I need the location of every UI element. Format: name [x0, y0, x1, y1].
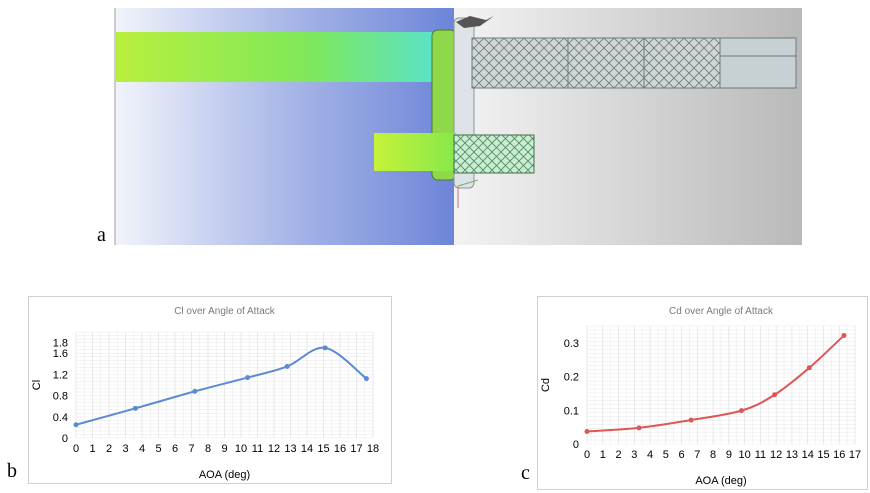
chart-cd-x-tick-label: 5 [663, 449, 669, 461]
cfd-visualization [114, 8, 802, 245]
chart-cl-x-tick-label: 18 [367, 443, 379, 455]
chart-cl-x-tick-label: 14 [301, 443, 313, 455]
chart-cl-title: Cl over Angle of Attack [174, 306, 276, 317]
chart-cl-data-point [284, 363, 290, 369]
chart-cl-y-axis-label: Cl [31, 380, 43, 390]
chart-cd-x-tick-label: 16 [833, 449, 845, 461]
chart-cd-x-tick-label: 6 [679, 449, 685, 461]
chart-cl-x-tick-label: 2 [106, 443, 112, 455]
chart-cd-x-tick-label: 1 [600, 449, 606, 461]
chart-cd-x-tick-label: 14 [802, 449, 814, 461]
cl-chart: Cl over Angle of Attack 0 0.4 0.8 1.2 1.6 1.8 0… [28, 296, 392, 484]
chart-cd-x-tick-label: 0 [584, 449, 590, 461]
cd-chart: Cd over Angle of Attack 0 0.1 0.2 0.3 0 1 2 3 4 5 6… [537, 296, 868, 490]
chart-cd-x-tick-label: 8 [710, 449, 716, 461]
chart-cl-x-tick-label: 1 [89, 443, 95, 455]
chart-cd-x-tick-label: 11 [755, 449, 766, 461]
chart-cd-data-point [584, 429, 590, 435]
chart-cl-x-tick-label: 15 [317, 443, 329, 455]
chart-cl-data-point [363, 376, 369, 382]
chart-cl-x-tick-label: 10 [235, 443, 247, 455]
chart-cd-x-tick-label: 2 [615, 449, 621, 461]
chart-cl-data-point [322, 345, 328, 351]
cl-chart-svg: Cl over Angle of Attack 0 0.4 0.8 1.2 1.61.8 0… [28, 296, 392, 484]
horizontal-tail-mesh [453, 134, 535, 174]
chart-cd-data-point [806, 365, 812, 371]
chart-cd-x-tick-label: 13 [786, 449, 798, 461]
chart-cd-y-tick-label: 0 [573, 439, 579, 451]
figure-label-c: c [521, 462, 530, 484]
chart-cl-x-tick-label: 5 [155, 443, 161, 455]
figure-label-a: a [97, 224, 106, 246]
chart-cl-y-tick-label: 0.8 [53, 391, 68, 403]
chart-cd-x-tick-label: 4 [647, 449, 653, 461]
chart-cl-x-tick-label: 9 [221, 443, 227, 455]
chart-cl-x-tick-label: 3 [122, 443, 128, 455]
wing-mesh [471, 37, 721, 89]
chart-cl-x-tick-label: 13 [284, 443, 296, 455]
chart-cd-x-tick-label: 15 [817, 449, 829, 461]
chart-cl-x-tick-label: 12 [268, 443, 280, 455]
chart-cd-x-tick-label: 7 [694, 449, 700, 461]
chart-cd-y-tick-label: 0.2 [564, 372, 579, 384]
chart-cl-x-tick-label: 8 [205, 443, 211, 455]
chart-cl-x-tick-label: 7 [188, 443, 194, 455]
chart-cl-y-tick-label: 0.4 [53, 412, 68, 424]
chart-cd-title: Cd over Angle of Attack [669, 306, 774, 317]
cfd-render [114, 8, 802, 245]
chart-cd-data-point [738, 408, 744, 414]
chart-cd-x-tick-label: 12 [770, 449, 782, 461]
chart-cl-data-point [245, 375, 251, 381]
chart-cl-y-tick-label: 1.8 [53, 338, 68, 350]
chart-cd-y-tick-label: 0.3 [564, 338, 579, 350]
chart-cl-x-tick-label: 16 [334, 443, 346, 455]
chart-cl-frame [28, 296, 392, 484]
chart-cl-x-tick-label: 17 [350, 443, 362, 455]
chart-cl-data-point [192, 388, 198, 394]
chart-cd-x-tick-label: 10 [739, 449, 751, 461]
chart-cd-y-axis-label: Cd [540, 378, 552, 392]
chart-cl-data-point [73, 422, 79, 428]
chart-cd-y-tick-label: 0.1 [564, 405, 579, 417]
chart-cd-data-point [688, 417, 694, 423]
chart-cd-data-point [841, 332, 847, 338]
chart-cd-x-tick-label: 17 [849, 449, 861, 461]
chart-cl-y-tick-label: 1.2 [53, 369, 68, 381]
chart-cl-x-axis-label: AOA (deg) [199, 469, 250, 481]
chart-cl-x-tick-label: 6 [172, 443, 178, 455]
wing-tip-mesh [719, 37, 797, 89]
chart-cl-x-tick-label: 11 [252, 443, 263, 455]
propeller [456, 16, 494, 28]
chart-cl-x-tick-label: 0 [73, 443, 79, 455]
chart-cd-x-tick-label: 9 [726, 449, 732, 461]
chart-cd-data-point [772, 392, 778, 398]
chart-cl-x-tick-label: 4 [139, 443, 145, 455]
chart-cl-y-tick-label: 1.6 [53, 348, 68, 360]
chart-cd-x-tick-label: 3 [631, 449, 637, 461]
chart-cd-data-point [636, 425, 642, 431]
main-wing [116, 32, 436, 82]
chart-cl-y-tick-label: 0 [62, 433, 68, 445]
horizontal-tail [374, 133, 456, 171]
figure-label-b: b [7, 460, 17, 482]
chart-cl-data-point [132, 405, 138, 411]
chart-cd-x-axis-label: AOA (deg) [695, 475, 746, 487]
